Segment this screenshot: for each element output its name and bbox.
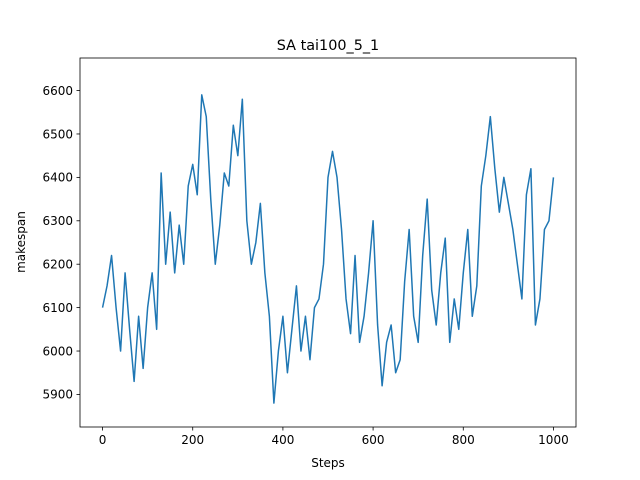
y-tick-label: 6400 (42, 171, 73, 185)
x-tick-label: 800 (452, 433, 475, 447)
y-tick-label: 6200 (42, 258, 73, 272)
axes-frame (79, 57, 577, 428)
x-tick-label: 400 (271, 433, 294, 447)
x-tick-label: 1000 (538, 433, 569, 447)
y-tick-label: 6600 (42, 84, 73, 98)
makespan-series-line (101, 94, 555, 404)
x-axis: 0 200 400 600 800 1000 (99, 427, 569, 447)
x-tick-label: 0 (99, 433, 107, 447)
y-tick-label: 6500 (42, 127, 73, 141)
x-axis-label: Steps (311, 456, 345, 470)
x-tick-label: 200 (181, 433, 204, 447)
chart-title: SA tai100_5_1 (277, 38, 379, 54)
y-tick-label: 6100 (42, 301, 73, 315)
x-tick-label: 600 (362, 433, 385, 447)
plot-area (101, 94, 555, 404)
y-tick-label: 5900 (42, 388, 73, 402)
y-axis: 5900 6000 6100 6200 6300 6400 6500 6600 (42, 84, 80, 402)
y-tick-label: 6000 (42, 344, 73, 358)
y-axis-label: makespan (14, 211, 28, 273)
y-tick-label: 6300 (42, 214, 73, 228)
